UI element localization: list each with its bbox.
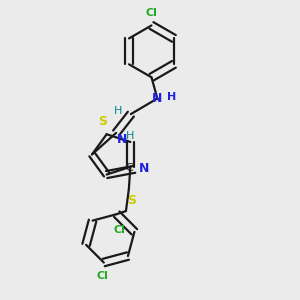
Text: S: S [127,194,136,207]
Text: Cl: Cl [114,225,126,236]
Text: N: N [138,162,149,175]
Text: H: H [113,106,122,116]
Text: N: N [152,92,163,105]
Text: C: C [125,163,133,173]
Text: H: H [126,131,134,141]
Text: H: H [167,92,176,102]
Text: N: N [117,133,127,146]
Text: Cl: Cl [96,271,108,281]
Text: S: S [99,115,108,128]
Text: Cl: Cl [146,8,158,18]
